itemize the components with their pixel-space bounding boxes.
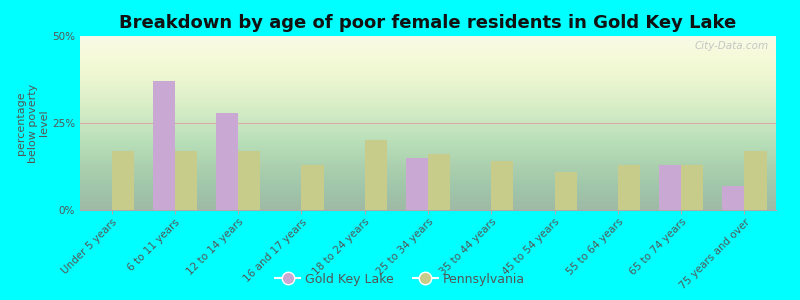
Bar [744,151,766,210]
Bar [175,151,197,210]
Bar [554,172,577,210]
Bar [618,165,640,210]
Bar [406,158,428,210]
Bar [681,165,703,210]
Bar [112,151,134,210]
Bar [659,165,681,210]
Bar [428,154,450,210]
Legend: Gold Key Lake, Pennsylvania: Gold Key Lake, Pennsylvania [270,268,530,291]
Bar [153,81,175,210]
Bar [302,165,323,210]
Bar [722,186,744,210]
Bar [365,140,387,210]
Title: Breakdown by age of poor female residents in Gold Key Lake: Breakdown by age of poor female resident… [119,14,737,32]
Text: City-Data.com: City-Data.com [695,41,769,51]
Y-axis label: percentage
below poverty
level: percentage below poverty level [16,83,50,163]
Bar [238,151,260,210]
Bar [491,161,514,210]
Bar [216,112,238,210]
